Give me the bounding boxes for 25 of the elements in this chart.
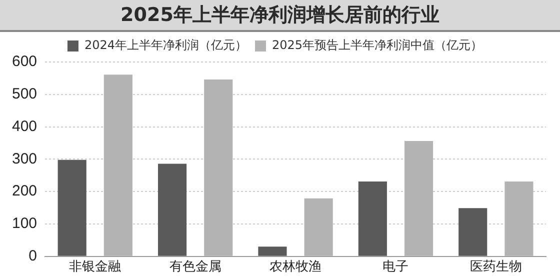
y-tick-label: 600 xyxy=(12,53,38,70)
bar xyxy=(58,160,86,256)
y-tick-label: 200 xyxy=(12,182,38,200)
y-tick-label: 100 xyxy=(12,215,38,232)
y-tick-label: 400 xyxy=(12,118,38,135)
legend-label: 2025年预告上半年净利润中值（亿元） xyxy=(272,38,483,52)
legend-label: 2024年上半年净利润（亿元） xyxy=(84,38,248,52)
bar xyxy=(358,182,387,256)
x-tick-label: 医药生物 xyxy=(470,260,522,275)
bar xyxy=(158,164,187,256)
bar xyxy=(404,141,434,256)
x-tick-label: 有色金属 xyxy=(169,260,222,275)
chart-title: 2025年上半年净利润增长居前的行业 xyxy=(0,0,560,32)
bar xyxy=(258,246,287,256)
y-tick-label: 500 xyxy=(12,86,38,103)
bar xyxy=(504,182,534,256)
bar xyxy=(204,79,233,256)
bar xyxy=(458,208,488,256)
y-tick-label: 0 xyxy=(28,248,38,265)
bar xyxy=(304,198,333,256)
bar xyxy=(104,74,132,256)
x-tick-label: 农林牧渔 xyxy=(270,260,322,275)
x-tick-label: 电子 xyxy=(382,260,409,275)
y-tick-label: 300 xyxy=(12,150,38,168)
x-tick-label: 非银金融 xyxy=(69,260,122,275)
